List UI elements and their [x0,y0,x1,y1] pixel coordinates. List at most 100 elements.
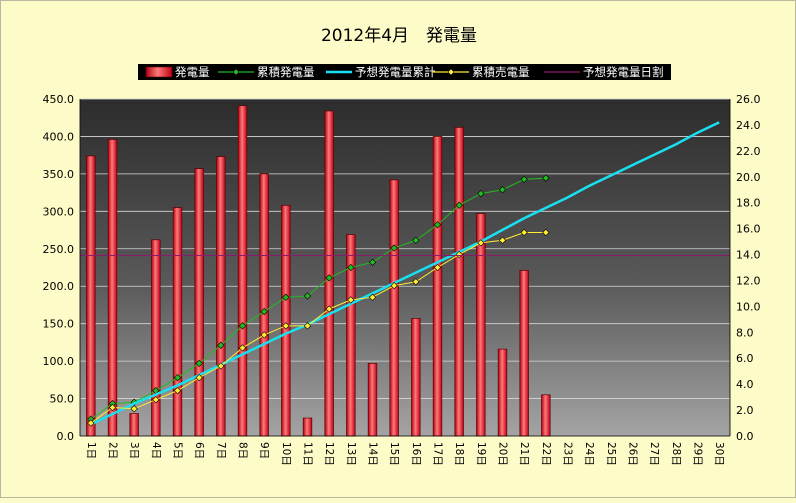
x-tick-label: 21日 [518,442,530,466]
line-累積発電量 [90,177,546,420]
y-left-tick-label: 200.0 [43,280,75,293]
point-marker [347,296,355,304]
bar [86,155,96,437]
point-marker [238,344,247,352]
point-marker [303,322,312,330]
x-tick-label: 11日 [302,442,314,466]
y-left-tick-label: 300.0 [43,205,75,218]
x-tick-label: 1日 [85,442,97,459]
chart-title: 2012年4月 発電量 [321,26,477,46]
line-累積売電量 [90,232,546,424]
point-marker [368,293,377,301]
bar [237,105,248,437]
legend-label: 累積売電量 [472,65,530,79]
gridlines [80,98,730,399]
x-tick-label: 17日 [432,442,444,466]
point-marker [195,374,203,382]
x-tick-label: 2日 [107,442,119,459]
line-予想発電量累計 [90,121,720,426]
bar [107,139,118,437]
x-tick-label: 5日 [172,442,184,459]
bar [216,156,226,437]
y-right-tick-label: 26.0 [736,93,761,106]
x-tick-label: 3日 [128,442,140,459]
point-marker [152,396,160,404]
point-marker [368,258,377,266]
bar [476,213,486,437]
bar [194,168,204,437]
legend: 発電量 累積発電量 予想発電量累計 累積売電量 予想発電量日割 [138,64,671,80]
point-marker [282,322,290,330]
y-left-tick-label: 100.0 [43,355,75,368]
point-marker [390,244,398,252]
bar [129,413,139,437]
y-right-tick-label: 22.0 [736,145,761,158]
point-marker [217,362,225,370]
point-marker [520,228,528,237]
x-tick-label: 23日 [562,442,574,466]
x-tick-label: 30日 [713,442,725,466]
y-right-tick-label: 6.0 [736,352,754,365]
x-tick-label: 24日 [583,442,595,466]
x-tick-label: 25日 [605,442,617,466]
point-marker [433,221,442,229]
x-tick-label: 10日 [280,442,292,466]
x-tick-label: 14日 [367,442,379,466]
y-right-tick-label: 24.0 [736,119,761,132]
legend-marker [447,68,455,76]
bar [172,207,183,437]
bar [281,204,291,437]
y-left-tick-label: 0.0 [57,430,75,443]
point-marker [173,387,182,395]
point-marker [477,239,485,247]
x-tick-label: 4日 [150,442,162,459]
point-marker [87,419,95,427]
point-marker [520,175,528,183]
axes: 0.0 50.0 100.0 150.0 200.0 250.0 300.0 350.0 400… [43,93,761,466]
x-tick-label: 28日 [670,442,682,466]
y-right-tick-label: 12.0 [736,274,761,287]
y-right-tick-label: 4.0 [736,378,754,391]
point-marker [325,305,333,313]
point-marker [130,405,138,413]
y-right-tick-label: 0.0 [736,430,754,443]
legend-label: 累積発電量 [257,65,315,79]
point-marker [542,228,550,237]
x-tick-label: 15日 [388,442,400,466]
x-tick-label: 6日 [193,442,205,459]
y-right-tick-label: 16.0 [736,223,761,236]
point-marker [455,201,463,209]
x-tick-label: 19日 [475,442,487,466]
y-left-tick-label: 350.0 [43,168,75,181]
bar [411,318,421,437]
bar [541,394,551,437]
point-marker [412,236,420,244]
bar-series [86,105,551,437]
bar [519,270,529,437]
line-series [80,121,730,427]
x-tick-label: 22日 [540,442,552,466]
y-left-tick-label: 150.0 [43,318,75,331]
x-tick-label: 9日 [258,442,270,459]
point-marker [238,322,247,330]
x-tick-label: 12日 [323,442,335,466]
legend-label: 発電量 [175,65,210,79]
y-left-tick-label: 400.0 [43,130,75,143]
y-left-tick-label: 250.0 [43,243,75,256]
x-tick-label: 7日 [215,442,227,459]
bar [151,239,161,437]
point-marker [108,403,117,412]
x-tick-label: 26日 [627,442,639,466]
point-marker [282,293,290,301]
y-right-tick-label: 2.0 [736,404,754,417]
point-marker [455,250,463,259]
point-marker [542,174,550,182]
x-tick-label: 27日 [648,442,660,466]
x-tick-label: 18日 [453,442,465,466]
y-right-tick-label: 20.0 [736,171,761,184]
bar [454,127,464,437]
legend-swatch [145,66,173,78]
x-tick-label: 29日 [692,442,704,466]
bar [497,348,508,437]
